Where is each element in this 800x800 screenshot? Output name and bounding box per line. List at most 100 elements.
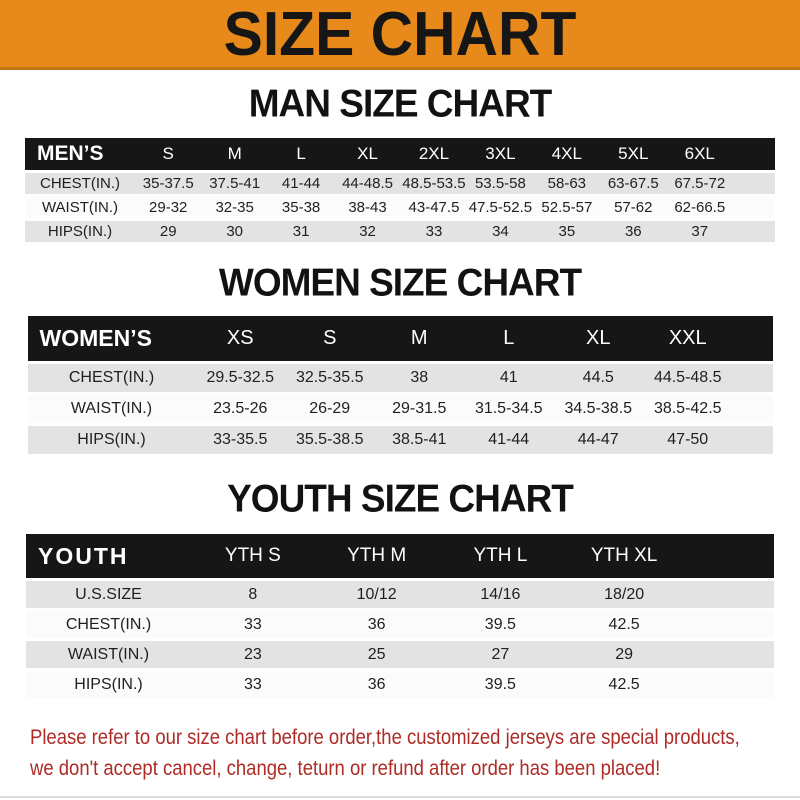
- size-value-cell: 58-63: [533, 173, 601, 195]
- size-value-cell: 62-66.5: [666, 197, 733, 219]
- size-column-header: 5XL: [600, 138, 667, 171]
- size-value-cell: 44-48.5: [334, 173, 401, 195]
- size-column-header: YTH S: [191, 534, 315, 579]
- row-spacer: [732, 364, 773, 393]
- size-value-cell: 41: [464, 364, 554, 393]
- size-value-cell: 29-32: [135, 197, 202, 219]
- measurement-row: CHEST(IN.) 29.5-32.5 32.5-35.5 38 41 44.5 44.5…: [27, 364, 773, 393]
- measurement-label: HIPS(IN.): [26, 671, 191, 699]
- header-spacer: [733, 138, 775, 171]
- measurement-label: HIPS(IN.): [25, 221, 135, 243]
- man-size-chart-heading: MAN SIZE CHART: [248, 81, 553, 126]
- measurement-label: CHEST(IN.): [27, 364, 196, 393]
- size-value-cell: 29-31.5: [374, 395, 464, 424]
- size-value-cell: 35: [533, 221, 601, 243]
- youth-size-section: YOUTH SIZE CHART YOUTH YTH S YTH M YTH L YTH…: [0, 479, 800, 701]
- size-value-cell: 47.5-52.5: [467, 197, 534, 219]
- row-spacer: [733, 221, 775, 243]
- size-column-header: L: [267, 138, 335, 171]
- measurement-label: WAIST(IN.): [26, 641, 191, 669]
- size-header-row: WOMEN’S XS S M L XL XXL: [27, 316, 773, 362]
- size-column-header: XS: [195, 316, 285, 362]
- row-spacer: [686, 611, 774, 639]
- size-value-cell: 29.5-32.5: [195, 364, 285, 393]
- size-column-header: YTH XL: [562, 534, 686, 579]
- size-column-header: M: [201, 138, 268, 171]
- footer-note-line-2: we don't accept cancel, change, teturn o…: [30, 756, 661, 780]
- size-value-cell: 35.5-38.5: [285, 426, 375, 455]
- size-value-cell: 23.5-26: [195, 395, 285, 424]
- size-column-header: S: [135, 138, 202, 171]
- row-spacer: [686, 581, 774, 609]
- row-spacer: [733, 173, 775, 195]
- size-value-cell: 10/12: [314, 581, 439, 609]
- size-value-cell: 33-35.5: [195, 426, 285, 455]
- size-value-cell: 36: [314, 611, 439, 639]
- row-spacer: [686, 671, 774, 699]
- size-value-cell: 14/16: [438, 581, 563, 609]
- size-column-header: 3XL: [467, 138, 534, 171]
- size-value-cell: 31.5-34.5: [464, 395, 554, 424]
- size-value-cell: 44.5: [553, 364, 643, 393]
- size-value-cell: 41-44: [267, 173, 335, 195]
- size-value-cell: 44.5-48.5: [643, 364, 733, 393]
- header-spacer: [732, 316, 773, 362]
- measurement-label: CHEST(IN.): [26, 611, 191, 639]
- size-header-row: YOUTH YTH S YTH M YTH L YTH XL: [26, 534, 774, 579]
- size-value-cell: 36: [600, 221, 667, 243]
- size-value-cell: 34.5-38.5: [553, 395, 643, 424]
- size-column-header: XXL: [643, 316, 733, 362]
- women-size-table: WOMEN’S XS S M L XL XXL CHEST(IN.) 29.5-32.5 32.5…: [27, 313, 773, 457]
- size-value-cell: 52.5-57: [533, 197, 601, 219]
- size-value-cell: 29: [562, 641, 686, 669]
- size-group-label: YOUTH: [26, 534, 191, 579]
- women-size-section: WOMEN SIZE CHART WOMEN’S XS S M L XL XXL CHEST(…: [0, 263, 800, 457]
- size-value-cell: 67.5-72: [666, 173, 733, 195]
- size-chart-banner: SIZE CHART: [0, 0, 800, 70]
- size-value-cell: 38: [374, 364, 464, 393]
- size-column-header: L: [464, 316, 554, 362]
- row-spacer: [733, 197, 775, 219]
- size-value-cell: 39.5: [438, 611, 563, 639]
- bottom-divider: [0, 796, 800, 798]
- youth-size-table: YOUTH YTH S YTH M YTH L YTH XL U.S.SIZE 8 10/12…: [26, 531, 774, 701]
- measurement-row: WAIST(IN.) 29-32 32-35 35-38 38-43 43-47.5 47.…: [25, 197, 775, 219]
- measurement-row: HIPS(IN.) 33-35.5 35.5-38.5 38.5-41 41-44 44-…: [27, 426, 773, 455]
- measurement-row: U.S.SIZE 8 10/12 14/16 18/20: [26, 581, 774, 609]
- size-value-cell: 38-43: [334, 197, 401, 219]
- size-value-cell: 38.5-42.5: [643, 395, 733, 424]
- size-value-cell: 33: [400, 221, 468, 243]
- size-value-cell: 35-37.5: [135, 173, 202, 195]
- size-column-header: XL: [553, 316, 643, 362]
- size-value-cell: 32.5-35.5: [285, 364, 375, 393]
- size-value-cell: 32: [334, 221, 401, 243]
- size-value-cell: 42.5: [562, 671, 686, 699]
- size-value-cell: 30: [201, 221, 268, 243]
- size-value-cell: 26-29: [285, 395, 375, 424]
- size-value-cell: 29: [135, 221, 202, 243]
- size-value-cell: 8: [191, 581, 315, 609]
- size-value-cell: 31: [267, 221, 335, 243]
- size-value-cell: 32-35: [201, 197, 268, 219]
- measurement-label: U.S.SIZE: [26, 581, 191, 609]
- measurement-row: CHEST(IN.) 35-37.5 37.5-41 41-44 44-48.5 48.5…: [25, 173, 775, 195]
- size-column-header: 2XL: [400, 138, 468, 171]
- measurement-label: WAIST(IN.): [27, 395, 196, 424]
- size-value-cell: 48.5-53.5: [400, 173, 468, 195]
- measurement-label: CHEST(IN.): [25, 173, 135, 195]
- size-value-cell: 37: [666, 221, 733, 243]
- size-value-cell: 25: [314, 641, 439, 669]
- measurement-row: HIPS(IN.) 29 30 31 32 33 34 35 36 37: [25, 221, 775, 243]
- footer-note: Please refer to our size chart before or…: [30, 723, 800, 784]
- size-value-cell: 44-47: [553, 426, 643, 455]
- size-column-header: S: [285, 316, 375, 362]
- size-column-header: XL: [334, 138, 401, 171]
- header-spacer: [686, 534, 774, 579]
- measurement-label: WAIST(IN.): [25, 197, 135, 219]
- size-value-cell: 43-47.5: [400, 197, 468, 219]
- size-value-cell: 36: [314, 671, 439, 699]
- size-column-header: M: [374, 316, 464, 362]
- measurement-row: CHEST(IN.) 33 36 39.5 42.5: [26, 611, 774, 639]
- size-value-cell: 63-67.5: [600, 173, 667, 195]
- size-column-header: YTH L: [438, 534, 563, 579]
